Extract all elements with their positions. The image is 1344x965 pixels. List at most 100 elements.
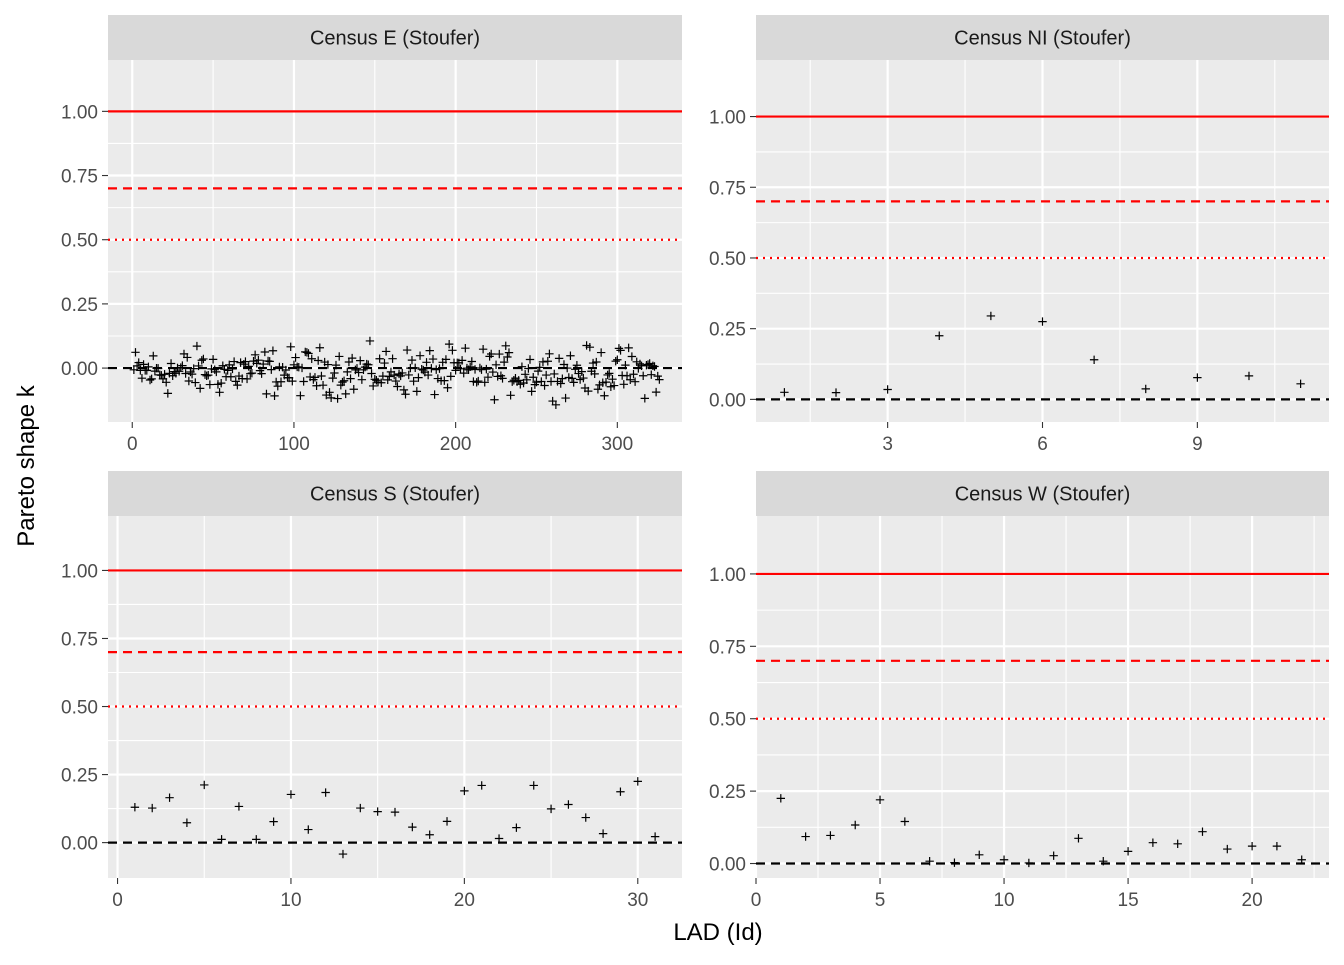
y-tick-label: 1.00 xyxy=(709,108,746,129)
data-point xyxy=(514,376,523,385)
data-point xyxy=(233,380,242,390)
data-point xyxy=(629,370,638,379)
data-point xyxy=(616,787,625,796)
data-point xyxy=(801,832,810,841)
data-point xyxy=(883,385,892,394)
data-point xyxy=(627,352,637,361)
data-point xyxy=(875,795,885,805)
data-point xyxy=(270,391,279,401)
data-point xyxy=(596,348,606,357)
data-point xyxy=(650,362,659,371)
data-point xyxy=(205,380,215,389)
data-point xyxy=(192,341,202,351)
data-point xyxy=(648,361,658,370)
data-point xyxy=(477,781,486,790)
data-point xyxy=(335,352,344,361)
data-point xyxy=(202,371,211,381)
data-point xyxy=(925,857,934,866)
data-point xyxy=(259,359,268,369)
facet-strip xyxy=(108,15,682,60)
data-point xyxy=(411,363,420,373)
data-point xyxy=(609,381,619,390)
data-point xyxy=(422,358,431,367)
data-point xyxy=(163,389,173,398)
data-point xyxy=(554,354,564,363)
data-point xyxy=(304,349,313,358)
data-point xyxy=(524,364,533,373)
data-point xyxy=(265,357,274,366)
data-point xyxy=(131,348,140,357)
data-point xyxy=(160,370,169,379)
data-point xyxy=(247,368,257,378)
data-point xyxy=(986,311,996,321)
data-point xyxy=(490,395,499,404)
data-point xyxy=(297,363,307,373)
data-point xyxy=(640,394,650,403)
data-point xyxy=(310,373,320,382)
data-point xyxy=(257,369,266,378)
data-point xyxy=(440,376,449,385)
data-point xyxy=(380,358,389,368)
data-point xyxy=(385,372,394,381)
data-point xyxy=(533,366,543,376)
data-point xyxy=(333,394,342,403)
data-point xyxy=(592,357,601,367)
data-point xyxy=(241,357,250,366)
data-point xyxy=(389,370,399,380)
data-point xyxy=(176,363,185,372)
data-point xyxy=(286,790,296,799)
data-point xyxy=(1247,841,1257,851)
data-point xyxy=(561,393,570,403)
data-point xyxy=(402,345,412,355)
data-point xyxy=(456,364,465,374)
data-point xyxy=(499,357,509,367)
y-tick-label: 1.00 xyxy=(61,561,98,582)
data-point xyxy=(546,804,556,814)
x-tick-label: 0 xyxy=(751,890,762,911)
data-point xyxy=(299,377,308,386)
data-point xyxy=(296,391,305,400)
data-point xyxy=(638,371,648,380)
data-point xyxy=(459,368,468,378)
data-point xyxy=(517,362,527,371)
data-point xyxy=(650,832,660,841)
data-point xyxy=(1148,838,1158,847)
data-point xyxy=(269,817,278,826)
y-tick-label: 0.25 xyxy=(61,295,98,316)
data-point xyxy=(197,356,206,365)
data-point xyxy=(276,377,286,386)
data-point xyxy=(1099,857,1108,866)
y-tick-label: 0.50 xyxy=(61,231,98,252)
facet-title: Census NI (Stoufer) xyxy=(954,28,1131,50)
y-tick-label: 0.25 xyxy=(61,766,98,787)
data-point xyxy=(457,356,467,365)
x-tick-label: 0 xyxy=(127,434,138,455)
data-point xyxy=(215,388,224,397)
data-point xyxy=(1141,384,1150,394)
data-point xyxy=(244,362,253,371)
data-point xyxy=(460,786,469,796)
data-point xyxy=(605,369,614,378)
data-point xyxy=(474,376,483,386)
data-point xyxy=(593,385,603,394)
data-point xyxy=(1049,851,1058,860)
data-point xyxy=(347,353,357,363)
data-point xyxy=(1038,317,1047,326)
data-point xyxy=(145,375,155,385)
data-point xyxy=(388,354,397,363)
data-point xyxy=(504,348,514,357)
facet-title: Census S (Stoufer) xyxy=(310,484,480,506)
data-point xyxy=(475,363,485,373)
facet-title: Census W (Stoufer) xyxy=(955,484,1131,506)
data-point xyxy=(260,347,270,357)
data-point xyxy=(391,376,401,386)
data-point xyxy=(178,361,187,370)
data-point xyxy=(598,829,608,838)
data-point xyxy=(208,355,218,364)
data-point xyxy=(341,389,350,399)
data-point xyxy=(231,377,240,386)
data-point xyxy=(503,352,512,362)
data-point xyxy=(195,384,205,393)
data-point xyxy=(1244,371,1254,381)
x-tick-label: 20 xyxy=(1242,890,1263,911)
